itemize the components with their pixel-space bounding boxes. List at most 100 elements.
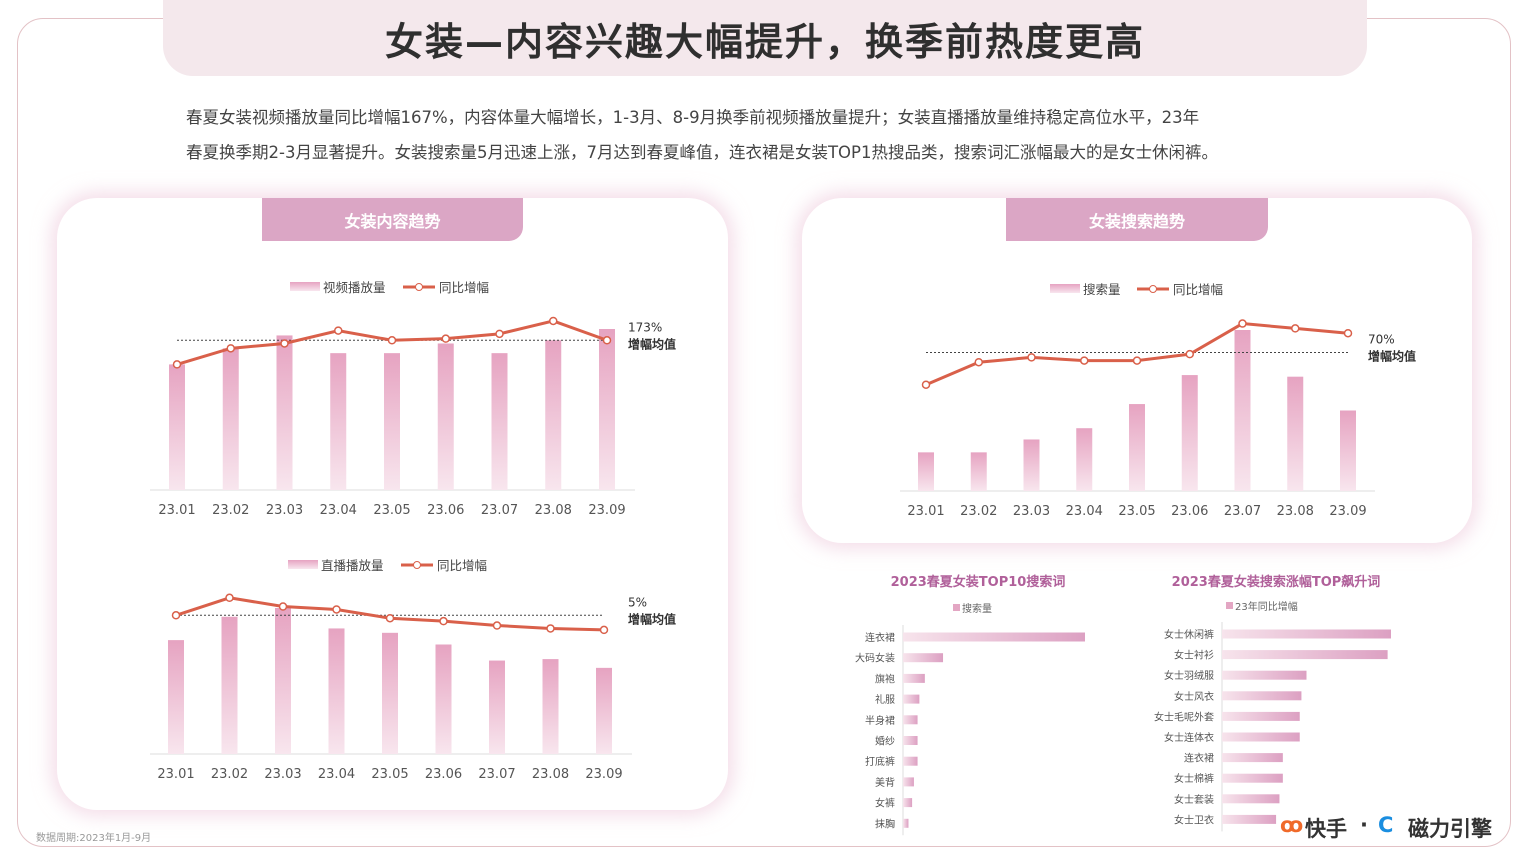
bar-23.03 <box>1023 439 1040 491</box>
search-trend-title: 女装搜索趋势 <box>1006 198 1268 241</box>
hbar-礼服 <box>903 694 920 704</box>
hbar-旗袍 <box>903 673 925 683</box>
x-tick-label: 23.06 <box>1171 504 1208 519</box>
bar-23.06 <box>1181 375 1198 491</box>
category-label: 女裤 <box>875 797 895 810</box>
page-title: 女装—内容兴趣大幅提升，换季前热度更高 <box>163 0 1367 76</box>
growth-point-23.02 <box>226 344 235 353</box>
x-tick-label: 23.03 <box>266 503 303 518</box>
category-label: 女士羽绒服 <box>1164 669 1214 682</box>
growth-point-23.03 <box>280 339 289 348</box>
hbar-女士棉裤 <box>1222 773 1283 783</box>
category-label: 大码女装 <box>855 652 895 665</box>
cili-logo: 磁力引擎 <box>1408 817 1492 841</box>
bar-23.03 <box>275 608 291 754</box>
legend-bar-label: 视频播放量 <box>323 280 386 295</box>
bar-23.06 <box>435 644 452 754</box>
bar-23.08 <box>1287 376 1304 491</box>
bar-23.03 <box>276 335 293 490</box>
x-tick-label: 23.02 <box>212 503 249 518</box>
growth-point-23.02 <box>974 357 983 367</box>
category-label: 婚纱 <box>875 735 895 748</box>
growth-point-23.05 <box>387 336 397 345</box>
legend-line-label: 同比增幅 <box>439 280 489 295</box>
average-label: 增幅均值 <box>628 336 676 351</box>
bar-23.08 <box>545 340 562 490</box>
x-tick-label: 23.01 <box>157 767 194 782</box>
growth-point-23.04 <box>1080 356 1089 365</box>
bar-23.04 <box>328 628 345 754</box>
hbar-婚纱 <box>903 736 918 745</box>
x-tick-label: 23.03 <box>264 767 301 782</box>
average-label: 增幅均值 <box>1368 349 1416 364</box>
bar-23.05 <box>382 632 398 754</box>
x-tick-label: 23.09 <box>1329 504 1366 519</box>
legend-line-marker <box>415 283 423 291</box>
x-tick-label: 23.02 <box>960 504 997 519</box>
x-tick-label: 23.03 <box>1013 504 1050 519</box>
hbar-连衣裙 <box>903 632 1085 642</box>
legend-line-label: 同比增幅 <box>1173 282 1223 297</box>
kuaishou-logo: 快手 <box>1305 817 1347 841</box>
logo-separator: · <box>1360 813 1368 837</box>
hbar-女士卫衣 <box>1222 814 1277 824</box>
average-value-label: 5% <box>628 595 647 609</box>
data-period-note: 数据周期:2023年1月-9月 <box>36 833 152 844</box>
growth-point-23.05 <box>385 613 395 623</box>
hbar-chart-title: 2023春夏女装搜索涨幅TOP飙升词 <box>1172 574 1381 590</box>
legend-bar-label: 直播播放量 <box>321 558 384 573</box>
content-trend-title: 女装内容趋势 <box>262 198 523 241</box>
growth-point-23.03 <box>278 602 288 611</box>
legend-label: 23年同比增幅 <box>1235 600 1298 613</box>
bar-23.05 <box>1129 404 1145 491</box>
cili-logo-icon: C <box>1378 813 1394 837</box>
category-label: 连衣裙 <box>865 631 895 644</box>
x-tick-label: 23.01 <box>907 504 944 519</box>
x-tick-label: 23.08 <box>535 503 572 518</box>
growth-point-23.09 <box>1343 328 1353 338</box>
growth-line <box>175 596 605 632</box>
average-label: 增幅均值 <box>628 611 676 626</box>
x-tick-label: 23.09 <box>588 503 625 518</box>
x-tick-label: 23.06 <box>427 503 464 518</box>
growth-point-23.06 <box>439 616 448 626</box>
growth-point-23.02 <box>225 593 234 603</box>
growth-point-23.05 <box>1132 356 1142 365</box>
bar-23.09 <box>1340 410 1356 491</box>
hbar-美背 <box>903 777 914 787</box>
growth-point-23.04 <box>332 605 341 614</box>
legend-swatch <box>953 604 960 611</box>
bar-23.01 <box>169 364 185 490</box>
bar-23.09 <box>599 329 615 490</box>
bar-23.01 <box>918 452 934 491</box>
x-tick-label: 23.08 <box>1277 504 1314 519</box>
legend-line-label: 同比增幅 <box>437 558 487 573</box>
hbar-女士羽绒服 <box>1222 670 1307 680</box>
average-value-label: 70% <box>1368 333 1395 347</box>
hbar-女士衬衫 <box>1222 650 1388 660</box>
growth-point-23.09 <box>602 336 612 345</box>
category-label: 美背 <box>875 776 895 789</box>
hbar-女士套装 <box>1222 794 1280 804</box>
hbar-女裤 <box>903 798 913 808</box>
bar-23.07 <box>489 660 505 754</box>
growth-point-23.06 <box>1185 349 1194 359</box>
category-label: 女士毛呢外套 <box>1154 710 1214 723</box>
bar-23.02 <box>970 452 987 491</box>
growth-point-23.07 <box>495 329 504 339</box>
growth-point-23.01 <box>171 611 181 620</box>
bar-23.04 <box>1076 428 1093 491</box>
x-tick-label: 23.07 <box>1224 504 1261 519</box>
growth-line <box>925 322 1349 387</box>
category-label: 打底裤 <box>865 755 895 768</box>
category-label: 抹胸 <box>875 817 895 830</box>
category-label: 女士套装 <box>1174 793 1214 806</box>
growth-point-23.01 <box>172 360 182 369</box>
category-label: 连衣裙 <box>1184 752 1214 765</box>
bar-23.02 <box>221 616 238 754</box>
category-label: 女士休闲裤 <box>1164 628 1214 641</box>
category-label: 礼服 <box>875 693 895 706</box>
hbar-抹胸 <box>903 818 909 828</box>
bar-23.09 <box>596 667 612 754</box>
hbar-女士休闲裤 <box>1222 629 1391 639</box>
